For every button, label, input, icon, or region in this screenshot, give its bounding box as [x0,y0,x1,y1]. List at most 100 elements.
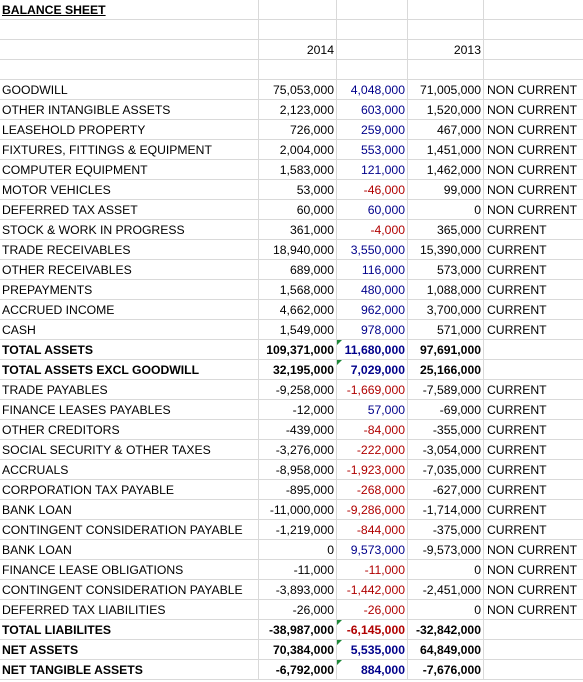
difference-cell[interactable]: -9,286,000 [337,500,408,520]
difference-cell[interactable]: -222,000 [337,440,408,460]
value-2013-cell[interactable]: 467,000 [408,120,484,140]
classification-cell[interactable] [484,340,583,360]
classification-cell[interactable]: NON CURRENT [484,100,583,120]
value-2014-cell[interactable]: 689,000 [259,260,337,280]
classification-cell[interactable]: CURRENT [484,220,583,240]
empty-cell[interactable] [259,20,337,40]
value-2014-cell[interactable]: 32,195,000 [259,360,337,380]
difference-cell[interactable]: 116,000 [337,260,408,280]
value-2014-cell[interactable]: 75,053,000 [259,80,337,100]
value-2014-cell[interactable]: -38,987,000 [259,620,337,640]
value-2013-cell[interactable]: -7,676,000 [408,660,484,680]
value-2013-cell[interactable]: -9,573,000 [408,540,484,560]
empty-cell[interactable] [259,60,337,80]
classification-cell[interactable]: CURRENT [484,260,583,280]
value-2014-cell[interactable]: 2,123,000 [259,100,337,120]
row-label-cell[interactable]: TOTAL LIABILITES [0,620,259,640]
empty-cell[interactable] [484,20,583,40]
empty-cell[interactable] [408,60,484,80]
difference-cell[interactable]: 553,000 [337,140,408,160]
value-2013-cell[interactable]: 0 [408,200,484,220]
row-label-cell[interactable]: OTHER RECEIVABLES [0,260,259,280]
value-2014-cell[interactable]: 0 [259,540,337,560]
value-2014-cell[interactable]: -11,000 [259,560,337,580]
row-label-cell[interactable]: TOTAL ASSETS [0,340,259,360]
value-2014-cell[interactable]: -26,000 [259,600,337,620]
difference-cell[interactable]: -6,145,000 [337,620,408,640]
classification-cell[interactable]: NON CURRENT [484,580,583,600]
value-2014-cell[interactable]: 1,583,000 [259,160,337,180]
sheet-title[interactable]: BALANCE SHEET [0,0,259,20]
empty-cell[interactable] [259,0,337,20]
row-label-cell[interactable]: FINANCE LEASE OBLIGATIONS [0,560,259,580]
value-2014-cell[interactable]: -8,958,000 [259,460,337,480]
value-2013-cell[interactable]: -2,451,000 [408,580,484,600]
value-2014-cell[interactable]: 109,371,000 [259,340,337,360]
row-label-cell[interactable]: BANK LOAN [0,540,259,560]
value-2014-cell[interactable]: -6,792,000 [259,660,337,680]
row-label-cell[interactable]: TRADE PAYABLES [0,380,259,400]
value-2013-cell[interactable]: -32,842,000 [408,620,484,640]
row-label-cell[interactable]: SOCIAL SECURITY & OTHER TAXES [0,440,259,460]
difference-cell[interactable]: -1,442,000 [337,580,408,600]
value-2013-cell[interactable]: 1,451,000 [408,140,484,160]
year-2013-header[interactable]: 2013 [408,40,484,60]
value-2013-cell[interactable]: 571,000 [408,320,484,340]
classification-cell[interactable]: CURRENT [484,480,583,500]
difference-cell[interactable]: 11,680,000 [337,340,408,360]
value-2014-cell[interactable]: -12,000 [259,400,337,420]
classification-cell[interactable]: NON CURRENT [484,180,583,200]
classification-cell[interactable] [484,640,583,660]
difference-cell[interactable]: 884,000 [337,660,408,680]
classification-cell[interactable] [484,660,583,680]
difference-cell[interactable]: -1,923,000 [337,460,408,480]
difference-cell[interactable]: 9,573,000 [337,540,408,560]
classification-cell[interactable]: CURRENT [484,280,583,300]
classification-cell[interactable]: NON CURRENT [484,80,583,100]
row-label-cell[interactable]: CASH [0,320,259,340]
empty-cell[interactable] [337,40,408,60]
classification-cell[interactable]: CURRENT [484,440,583,460]
value-2014-cell[interactable]: 726,000 [259,120,337,140]
value-2013-cell[interactable]: 97,691,000 [408,340,484,360]
value-2013-cell[interactable]: -1,714,000 [408,500,484,520]
empty-cell[interactable] [337,20,408,40]
value-2014-cell[interactable]: 1,568,000 [259,280,337,300]
row-label-cell[interactable]: GOODWILL [0,80,259,100]
row-label-cell[interactable]: NET TANGIBLE ASSETS [0,660,259,680]
value-2013-cell[interactable]: -355,000 [408,420,484,440]
value-2014-cell[interactable]: 1,549,000 [259,320,337,340]
difference-cell[interactable]: 259,000 [337,120,408,140]
value-2013-cell[interactable]: 99,000 [408,180,484,200]
difference-cell[interactable]: 5,535,000 [337,640,408,660]
value-2013-cell[interactable]: 64,849,000 [408,640,484,660]
value-2013-cell[interactable]: -7,035,000 [408,460,484,480]
row-label-cell[interactable]: STOCK & WORK IN PROGRESS [0,220,259,240]
classification-cell[interactable]: NON CURRENT [484,600,583,620]
difference-cell[interactable]: 3,550,000 [337,240,408,260]
difference-cell[interactable]: 962,000 [337,300,408,320]
classification-cell[interactable] [484,620,583,640]
value-2013-cell[interactable]: 71,005,000 [408,80,484,100]
row-label-cell[interactable]: TOTAL ASSETS EXCL GOODWILL [0,360,259,380]
classification-cell[interactable]: NON CURRENT [484,540,583,560]
empty-cell[interactable] [484,40,583,60]
value-2014-cell[interactable]: -1,219,000 [259,520,337,540]
difference-cell[interactable]: 7,029,000 [337,360,408,380]
value-2013-cell[interactable]: 1,462,000 [408,160,484,180]
difference-cell[interactable]: -84,000 [337,420,408,440]
value-2013-cell[interactable]: 1,088,000 [408,280,484,300]
value-2014-cell[interactable]: 60,000 [259,200,337,220]
row-label-cell[interactable]: ACCRUED INCOME [0,300,259,320]
difference-cell[interactable]: -11,000 [337,560,408,580]
empty-cell[interactable] [0,20,259,40]
year-2014-header[interactable]: 2014 [259,40,337,60]
value-2014-cell[interactable]: -9,258,000 [259,380,337,400]
difference-cell[interactable]: 60,000 [337,200,408,220]
difference-cell[interactable]: 978,000 [337,320,408,340]
value-2013-cell[interactable]: 0 [408,600,484,620]
classification-cell[interactable]: CURRENT [484,240,583,260]
value-2014-cell[interactable]: 2,004,000 [259,140,337,160]
classification-cell[interactable]: CURRENT [484,420,583,440]
value-2014-cell[interactable]: 4,662,000 [259,300,337,320]
